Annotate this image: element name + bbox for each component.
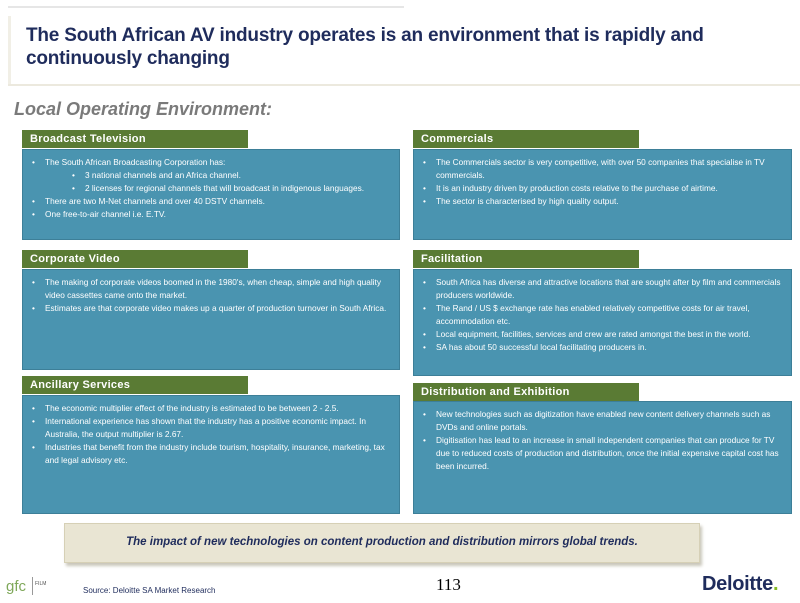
bullet-item: The economic multiplier effect of the in… bbox=[32, 402, 393, 415]
panel-heading: Corporate Video bbox=[22, 250, 248, 268]
bullet-list: The economic multiplier effect of the in… bbox=[31, 402, 393, 467]
panel-heading: Facilitation bbox=[413, 250, 639, 268]
panel-commercials: Commercials The Commercials sector is ve… bbox=[413, 130, 792, 240]
bullet-item: International experience has shown that … bbox=[32, 415, 393, 441]
panel-heading: Commercials bbox=[413, 130, 639, 148]
bullet-item: It is an industry driven by production c… bbox=[423, 182, 785, 195]
bullet-item: Digitisation has lead to an increase in … bbox=[423, 434, 785, 473]
bullet-item: 3 national channels and an Africa channe… bbox=[45, 169, 393, 182]
footer-source: Source: Deloitte SA Market Research bbox=[83, 586, 216, 595]
bullet-item: Estimates are that corporate video makes… bbox=[32, 302, 393, 315]
gfc-logo-sub: FILM bbox=[35, 581, 46, 587]
title-top-rule bbox=[8, 6, 404, 8]
slide-title: The South African AV industry operates i… bbox=[26, 25, 704, 69]
gfc-logo-icon: gfc FILM bbox=[6, 577, 46, 595]
bullet-item: There are two M-Net channels and over 40… bbox=[32, 195, 393, 208]
bullet-item: South Africa has diverse and attractive … bbox=[423, 276, 785, 302]
panel-ancillary-services: Ancillary Services The economic multipli… bbox=[22, 376, 400, 514]
section-heading: Local Operating Environment: bbox=[14, 99, 273, 119]
panel-body: New technologies such as digitization ha… bbox=[413, 401, 792, 514]
panel-distribution-exhibition: Distribution and Exhibition New technolo… bbox=[413, 383, 792, 514]
panel-body: The South African Broadcasting Corporati… bbox=[22, 149, 400, 240]
bullet-item: One free-to-air channel i.e. E.TV. bbox=[32, 208, 393, 221]
bullet-list: The Commercials sector is very competiti… bbox=[422, 156, 785, 208]
bullet-list: The South African Broadcasting Corporati… bbox=[31, 156, 393, 221]
bullet-item: The making of corporate videos boomed in… bbox=[32, 276, 393, 302]
panel-body: South Africa has diverse and attractive … bbox=[413, 269, 792, 376]
deloitte-logo: Deloitte. bbox=[702, 573, 779, 596]
bullet-item: The South African Broadcasting Corporati… bbox=[32, 156, 393, 169]
panel-body: The economic multiplier effect of the in… bbox=[22, 395, 400, 514]
panel-facilitation: Facilitation South Africa has diverse an… bbox=[413, 250, 792, 376]
panel-broadcast-television: Broadcast Television The South African B… bbox=[22, 130, 400, 240]
bullet-item: Industries that benefit from the industr… bbox=[32, 441, 393, 467]
panel-body: The Commercials sector is very competiti… bbox=[413, 149, 792, 240]
deloitte-logo-text: Deloitte bbox=[702, 573, 773, 595]
panel-corporate-video: Corporate Video The making of corporate … bbox=[22, 250, 400, 370]
bullet-item: New technologies such as digitization ha… bbox=[423, 408, 785, 434]
bullet-list: South Africa has diverse and attractive … bbox=[422, 276, 785, 354]
deloitte-logo-dot: . bbox=[772, 573, 779, 595]
gfc-film-logo: gfc FILM bbox=[6, 574, 56, 598]
title-bottom-rule bbox=[8, 84, 800, 86]
bullet-item: 2 licenses for regional channels that wi… bbox=[45, 182, 393, 195]
bullet-item: SA has about 50 successful local facilit… bbox=[423, 341, 785, 354]
bullet-list: New technologies such as digitization ha… bbox=[422, 408, 785, 473]
gfc-logo-mark: gfc bbox=[6, 578, 27, 595]
bullet-list: The making of corporate videos boomed in… bbox=[31, 276, 393, 315]
panel-heading: Broadcast Television bbox=[22, 130, 248, 148]
panel-heading: Distribution and Exhibition bbox=[413, 383, 639, 401]
bullet-item: The sector is characterised by high qual… bbox=[423, 195, 785, 208]
bullet-item: The Commercials sector is very competiti… bbox=[423, 156, 785, 182]
page-number: 113 bbox=[436, 575, 461, 594]
panel-body: The making of corporate videos boomed in… bbox=[22, 269, 400, 370]
key-message-callout: The impact of new technologies on conten… bbox=[64, 523, 700, 563]
bullet-item: The Rand / US $ exchange rate has enable… bbox=[423, 302, 785, 328]
bullet-item: Local equipment, facilities, services an… bbox=[423, 328, 785, 341]
panel-heading: Ancillary Services bbox=[22, 376, 248, 394]
callout-text: The impact of new technologies on conten… bbox=[126, 536, 638, 548]
gfc-logo-divider bbox=[32, 577, 33, 595]
title-area: The South African AV industry operates i… bbox=[8, 6, 800, 86]
title-left-rule bbox=[8, 16, 11, 86]
